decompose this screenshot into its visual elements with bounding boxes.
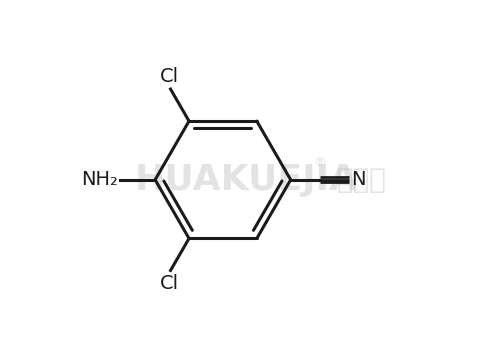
Text: NH₂: NH₂ — [81, 170, 118, 189]
Text: Cl: Cl — [159, 67, 179, 86]
Text: HUAKUEJIA: HUAKUEJIA — [134, 163, 358, 197]
Text: N: N — [351, 170, 366, 189]
Text: ®: ® — [313, 156, 325, 169]
Text: Cl: Cl — [159, 273, 179, 293]
Text: 化学加: 化学加 — [336, 166, 386, 194]
